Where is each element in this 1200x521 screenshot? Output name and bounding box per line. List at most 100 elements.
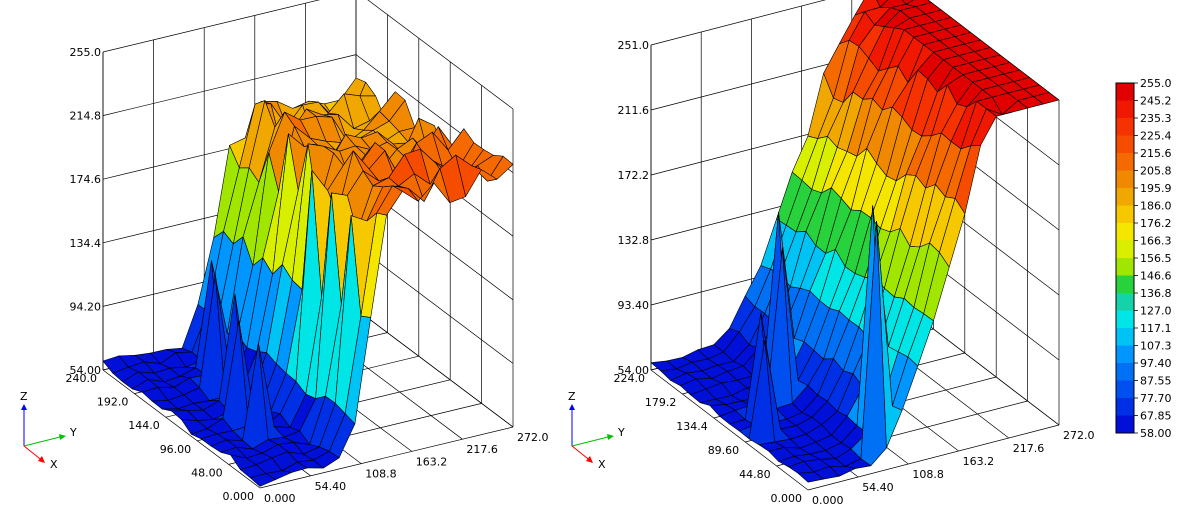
grid-line — [102, 0, 321, 53]
z-tick-label: 93.40 — [618, 299, 650, 312]
legend-swatch — [1116, 398, 1134, 416]
legend-label: 87.55 — [1140, 375, 1172, 388]
legend-label: 97.40 — [1140, 357, 1172, 370]
legend-swatch — [1116, 83, 1134, 101]
y-tick-label: 54.40 — [315, 480, 347, 493]
y-arrow-head — [607, 434, 614, 440]
x-tick-label: 179.2 — [645, 396, 677, 409]
legend-label: 225.4 — [1140, 130, 1172, 143]
legend-swatch — [1116, 135, 1134, 154]
z-tick-label: 174.6 — [70, 173, 102, 186]
legend-label: 67.85 — [1140, 410, 1172, 423]
surface-plot-2: 54.0093.40132.8172.2211.6251.00.00044.80… — [614, 0, 1095, 507]
grid-line — [102, 54, 357, 116]
legend-label: 166.3 — [1140, 235, 1172, 248]
y-tick-label: 217.6 — [1013, 442, 1045, 455]
legend-swatch — [1116, 223, 1134, 241]
x-tick-label: 144.0 — [128, 419, 160, 432]
legend-swatch — [1116, 205, 1134, 224]
legend-swatch — [1116, 240, 1134, 259]
y-tick-label: 108.8 — [365, 468, 397, 481]
z-arrow-head — [21, 404, 27, 410]
x-axis-label: X — [50, 458, 58, 471]
legend-swatch — [1116, 100, 1134, 119]
legend-swatch — [1116, 328, 1134, 346]
surface-cell — [876, 0, 889, 8]
y-tick-label: 272.0 — [1063, 429, 1095, 442]
surface-mesh — [650, 0, 1060, 483]
legend-swatch — [1116, 275, 1134, 294]
z-tick-label: 132.8 — [618, 234, 650, 247]
legend-label: 146.6 — [1140, 270, 1172, 283]
x-tick-label: 192.0 — [97, 396, 129, 409]
y-tick-label: 163.2 — [416, 455, 448, 468]
axis-triad: Z Y X — [568, 390, 625, 471]
y-tick-label: 163.2 — [963, 455, 995, 468]
legend-swatch — [1116, 310, 1134, 329]
x-axis-label: X — [598, 458, 606, 471]
legend-label: 186.0 — [1140, 200, 1172, 213]
surface-cell — [249, 473, 277, 487]
grid-line — [102, 369, 261, 489]
legend-label: 156.5 — [1140, 252, 1172, 265]
y-tick-label: 272.0 — [517, 431, 549, 444]
y-tick-label: 54.40 — [862, 481, 894, 494]
grid-line — [355, 308, 514, 428]
legend-label: 127.0 — [1140, 305, 1172, 318]
x-tick-label: 134.4 — [676, 420, 708, 433]
grid-line — [807, 424, 1060, 491]
legend-swatch — [1116, 188, 1134, 206]
z-tick-label: 211.6 — [618, 104, 650, 117]
legend-label: 136.8 — [1140, 287, 1172, 300]
legend-label: 245.2 — [1140, 95, 1172, 108]
grid-line — [650, 0, 827, 46]
surface-mesh — [102, 77, 514, 487]
grid-line — [367, 0, 514, 110]
z-axis-label: Z — [20, 390, 28, 403]
tick-labels: 54.0094.20134.4174.6214.8255.00.00048.00… — [66, 46, 549, 505]
x-tick-label: 224.0 — [614, 372, 646, 385]
surface-plot-1: 54.0094.20134.4174.6214.8255.00.00048.00… — [66, 0, 549, 505]
y-arrow-head — [59, 434, 66, 440]
axis-triad: Z Y X — [20, 390, 77, 471]
z-tick-label: 54.00 — [70, 364, 102, 377]
legend-swatch — [1116, 153, 1134, 171]
legend-label: 107.3 — [1140, 340, 1172, 353]
z-tick-label: 251.0 — [618, 39, 650, 52]
legend-label: 215.6 — [1140, 147, 1172, 160]
z-tick-label: 94.20 — [70, 300, 102, 313]
z-tick-label: 172.2 — [618, 169, 650, 182]
z-tick-label: 214.8 — [70, 110, 102, 123]
color-legend: 255.0 245.2 235.3 225.4 215.6 205.8 195.9 186.0… — [1115, 77, 1172, 440]
x-tick-label: 0.000 — [771, 492, 803, 505]
z-axis-label: Z — [568, 390, 576, 403]
tick-labels: 54.0093.40132.8172.2211.6251.00.00044.80… — [614, 39, 1095, 507]
x-tick-label: 48.00 — [191, 466, 223, 479]
x-arrow-head — [38, 456, 45, 463]
y-tick-label: 217.6 — [466, 443, 498, 456]
x-tick-label: 240.0 — [66, 372, 98, 385]
legend-label: 58.00 — [1140, 427, 1172, 440]
surface-cell — [797, 471, 825, 483]
legend-swatch — [1116, 415, 1134, 434]
legend-swatch — [1116, 345, 1134, 364]
legend-label: 205.8 — [1140, 165, 1172, 178]
y-tick-label: 0.000 — [812, 494, 844, 507]
z-arrow-head — [569, 404, 575, 410]
z-tick-label: 134.4 — [70, 237, 102, 250]
y-tick-label: 108.8 — [912, 468, 944, 481]
z-tick-label: 54.00 — [618, 364, 650, 377]
legend-label: 235.3 — [1140, 112, 1172, 125]
legend-label: 77.70 — [1140, 392, 1172, 405]
grid-line — [355, 245, 514, 364]
legend-swatch — [1116, 118, 1134, 136]
x-arrow-head — [586, 456, 593, 463]
grid-line — [259, 426, 514, 489]
legend-swatch — [1116, 380, 1134, 399]
y-axis-arrow — [571, 435, 613, 447]
y-axis-label: Y — [69, 426, 77, 439]
x-tick-label: 89.60 — [708, 444, 740, 457]
y-axis-arrow — [23, 435, 65, 447]
